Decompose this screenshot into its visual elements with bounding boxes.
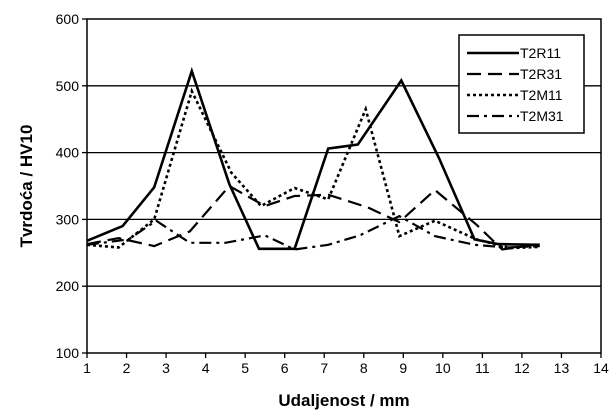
x-axis-title: Udaljenost / mm — [278, 391, 409, 410]
x-tick-label-8: 8 — [360, 360, 368, 376]
legend-label-t2r31: T2R31 — [520, 66, 562, 82]
x-tick-label-10: 10 — [435, 360, 451, 376]
legend: T2R11 T2R31 T2M11 T2M31 — [458, 34, 585, 134]
y-axis-title: Tvrdoća / HV10 — [17, 125, 36, 248]
x-tick-label-14: 14 — [593, 360, 609, 376]
series-line-t2r31 — [86, 184, 540, 251]
y-tick-label-300: 300 — [56, 211, 80, 227]
legend-label-t2r11: T2R11 — [520, 45, 561, 61]
legend-label-t2m31: T2M31 — [520, 108, 564, 124]
x-tick-label-3: 3 — [162, 360, 170, 376]
x-tick-label-2: 2 — [123, 360, 131, 376]
legend-label-t2m11: T2M11 — [520, 87, 563, 103]
x-tick-label-1: 1 — [83, 360, 91, 376]
y-tick-label-100: 100 — [56, 345, 80, 361]
legend-box — [458, 34, 585, 134]
x-tick-label-7: 7 — [320, 360, 328, 376]
x-tick-label-12: 12 — [514, 360, 530, 376]
x-tick-label-11: 11 — [475, 360, 490, 376]
plot-area-frame — [86, 18, 602, 354]
x-tick-label-4: 4 — [202, 360, 210, 376]
series-line-t2m31 — [86, 214, 540, 251]
x-tick-label-5: 5 — [241, 360, 249, 376]
x-tick-label-9: 9 — [399, 360, 407, 376]
series-lines — [86, 66, 540, 251]
y-tick-label-400: 400 — [56, 145, 80, 161]
y-tick-label-200: 200 — [56, 278, 80, 294]
x-tick-label-6: 6 — [281, 360, 289, 376]
y-tick-label-600: 600 — [56, 11, 80, 27]
x-tick-label-13: 13 — [554, 360, 570, 376]
y-tick-label-500: 500 — [56, 78, 80, 94]
series-line-t2r11 — [86, 66, 540, 251]
